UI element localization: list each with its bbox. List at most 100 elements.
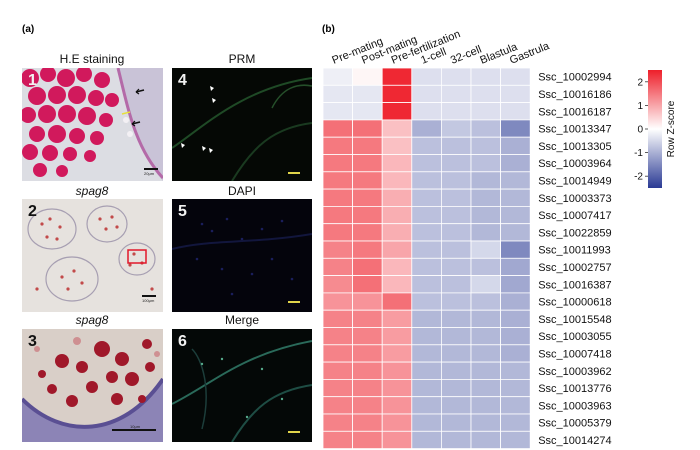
scale-bar-6	[288, 431, 300, 433]
heatmap-cell	[352, 309, 383, 328]
row-label: Ssc_10014949	[538, 175, 611, 187]
heatmap-cell	[500, 171, 531, 190]
heatmap-cell	[500, 275, 531, 294]
heatmap-cell	[440, 396, 472, 415]
heatmap-cell	[322, 205, 354, 225]
heatmap-cell	[352, 430, 383, 449]
heatmap-cell	[352, 223, 383, 242]
heatmap-cell	[411, 275, 442, 294]
row-label: Ssc_10003055	[538, 331, 611, 343]
heatmap-cell	[322, 309, 354, 328]
image-title-dapi: DAPI	[227, 184, 256, 198]
heatmap-cell	[470, 396, 502, 415]
prm-drawing	[172, 77, 312, 181]
heatmap-cell	[500, 240, 531, 259]
heatmap-cell	[322, 361, 354, 380]
row-label: Ssc_10000618	[538, 297, 611, 309]
scale-bar-5	[288, 301, 300, 303]
row-label: Ssc_10015548	[538, 314, 611, 326]
heatmap-cell	[352, 240, 383, 259]
heatmap-cell	[470, 275, 502, 294]
row-label: Ssc_10005379	[538, 418, 611, 430]
heatmap-cell	[411, 67, 442, 86]
heatmap-cell	[500, 378, 531, 398]
heatmap-cell	[440, 136, 472, 155]
image-number-4: 4	[178, 72, 187, 89]
heatmap-cell	[381, 361, 413, 380]
panel-a-label: (a)	[22, 24, 35, 35]
heatmap-cell	[500, 292, 531, 311]
heatmap-cell	[352, 119, 383, 138]
heatmap-cell	[322, 154, 354, 173]
heatmap-cell	[352, 292, 383, 311]
heatmap-cell	[500, 188, 531, 207]
heatmap-cell	[470, 171, 502, 190]
heatmap-cell	[440, 67, 472, 86]
scale-bar-2	[142, 295, 156, 297]
heatmap-cell	[381, 344, 413, 363]
micrograph-spag8-high: 3 10μm	[22, 329, 163, 442]
heatmap-cell	[500, 257, 531, 276]
heatmap-cell	[352, 205, 383, 225]
row-label: Ssc_10022859	[538, 227, 611, 239]
scale-text-1: 20μm	[144, 171, 155, 176]
heatmap-cell	[322, 188, 354, 207]
heatmap-cell	[352, 154, 383, 173]
heatmap-cell	[352, 102, 383, 121]
heatmap-cell	[440, 309, 472, 328]
panel-b-label: (b)	[322, 24, 335, 35]
micrograph-merge: 6	[172, 329, 312, 442]
heatmap-cell	[440, 344, 472, 363]
heatmap-cell	[381, 205, 413, 225]
colorbar-tick-label: 0	[637, 125, 643, 136]
image-number-6: 6	[178, 333, 187, 350]
heatmap-cell	[440, 84, 472, 104]
heatmap-cell	[470, 223, 502, 242]
heatmap-cell	[411, 136, 442, 155]
colorbar-title: Row Z-score	[666, 100, 677, 157]
scale-bar-3	[112, 429, 156, 431]
scale-bar-1	[144, 168, 158, 170]
heatmap-cell	[440, 413, 472, 432]
colorbar-tick-label: 2	[637, 77, 643, 88]
row-label: Ssc_10007417	[538, 210, 611, 222]
heatmap-cell	[440, 292, 472, 311]
micrograph-prm: 4	[172, 68, 312, 181]
image-title-he-staining: H.E staining	[59, 52, 125, 66]
heatmap-cell	[381, 136, 413, 155]
heatmap-cell	[322, 327, 354, 346]
heatmap-cell	[411, 344, 442, 363]
image-number-3: 3	[28, 333, 37, 350]
heatmap-cell	[411, 327, 442, 346]
heatmap-cell	[411, 396, 442, 415]
he-staining-drawing	[22, 68, 163, 181]
heatmap-cell	[440, 240, 472, 259]
dapi-drawing	[172, 217, 312, 296]
merge-drawing	[172, 340, 312, 442]
heatmap-cell	[352, 136, 383, 155]
heatmap-cell	[381, 413, 413, 432]
heatmap-cell	[411, 119, 442, 138]
heatmap-cell	[440, 430, 472, 449]
row-label: Ssc_10003962	[538, 366, 611, 378]
heatmap-cell	[470, 102, 502, 121]
row-label: Ssc_10016186	[538, 89, 611, 101]
scale-text-3: 10μm	[130, 424, 141, 429]
heatmap-cell	[440, 102, 472, 121]
colorbar-tick-label: -1	[634, 148, 643, 159]
heatmap-cell	[381, 327, 413, 346]
heatmap-cell	[381, 275, 413, 294]
heatmap-cell	[500, 309, 531, 328]
heatmap-cell	[411, 154, 442, 173]
heatmap-cell	[500, 344, 531, 363]
heatmap-cell	[411, 292, 442, 311]
heatmap-cell	[381, 396, 413, 415]
heatmap-cell	[500, 102, 531, 121]
heatmap-cell	[411, 378, 442, 398]
heatmap-cell	[500, 136, 531, 155]
heatmap-cell	[411, 361, 442, 380]
row-label: Ssc_10011993	[538, 245, 611, 257]
heatmap-cell	[352, 344, 383, 363]
heatmap-cell	[352, 84, 383, 104]
heatmap-cell	[411, 171, 442, 190]
